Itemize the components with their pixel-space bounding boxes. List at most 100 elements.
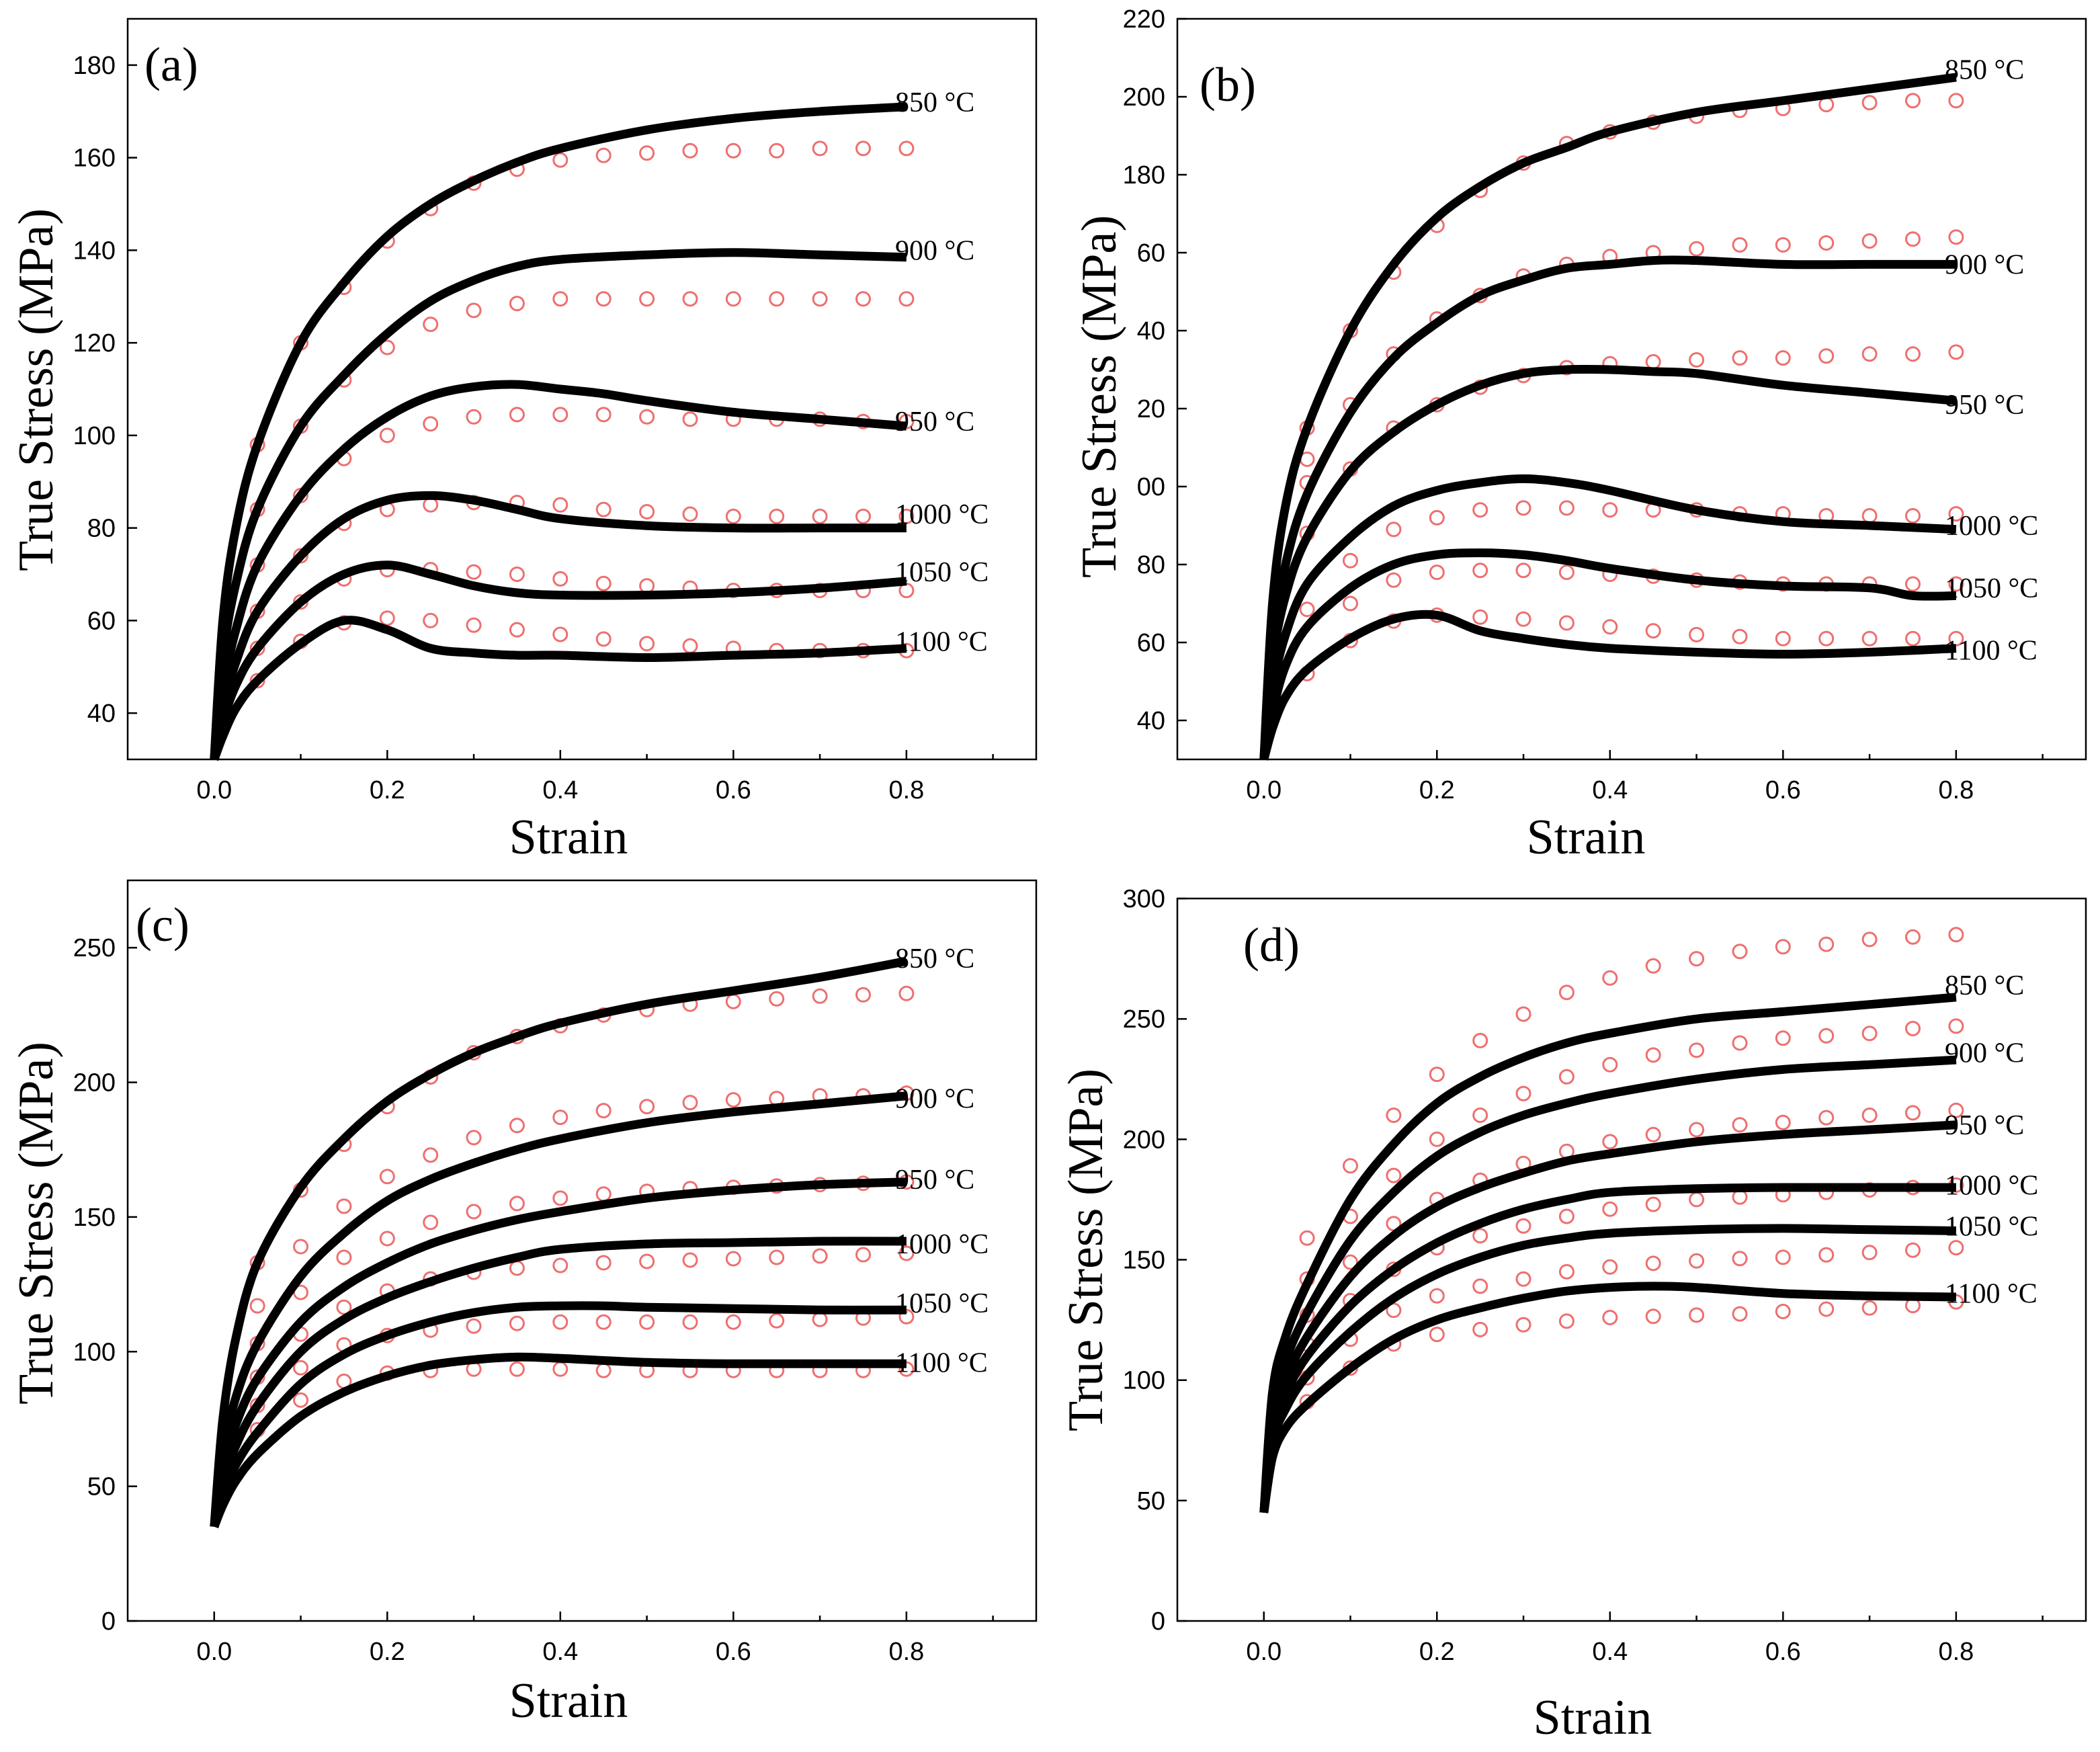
predicted-point [1429, 509, 1445, 526]
experimental-curve [210, 560, 907, 761]
temperature-labels: 850 °C 900 °C 950 °C 1000 °C 1050 °C 1100 °C [895, 944, 989, 1378]
temperature-label: 950 °C [895, 1165, 974, 1196]
temperature-label: 1100 °C [1945, 1279, 2038, 1310]
plot-frame [126, 879, 1038, 1622]
predicted-point [1818, 630, 1835, 646]
predicted-point [1386, 1167, 1402, 1183]
y-tick-label: 140 [73, 237, 116, 265]
predicted-point [639, 409, 655, 425]
predicted-point [1558, 500, 1574, 516]
predicted-point [509, 1118, 525, 1134]
predicted-point [1905, 630, 1921, 646]
predicted-point [682, 411, 698, 427]
y-tick-label: 250 [1123, 1005, 1165, 1034]
predicted-point [1645, 623, 1661, 639]
temperature-labels: 850 °C 900 °C 950 °C 1000 °C 1050 °C 1100 °C [1945, 970, 2038, 1310]
x-tick-label: 0.2 [1419, 1638, 1455, 1666]
panel-c: (c) Strain True Stress (MPa) 0.0 0.2 0.4 0.… [9, 879, 1038, 1728]
predicted-point [1645, 1255, 1661, 1271]
temperature-label: 850 °C [1945, 54, 2024, 85]
experimental-curves [1259, 73, 1957, 761]
y-axis-title: True Stress (MPa) [1058, 1069, 1114, 1431]
predicted-point [1515, 562, 1531, 579]
predicted-point [552, 626, 569, 642]
x-tick-label: 0.4 [542, 776, 578, 804]
experimental-curve [1259, 1224, 1956, 1513]
predicted-point [639, 291, 655, 307]
predicted-point [1905, 231, 1921, 247]
experimental-curve [210, 1091, 907, 1528]
predicted-point [725, 1251, 741, 1267]
predicted-point [595, 1103, 612, 1119]
predicted-point [466, 1318, 482, 1334]
predicted-point [1645, 958, 1661, 974]
predicted-point [1343, 595, 1358, 612]
predicted-point [1732, 1306, 1748, 1322]
predicted-point [423, 1214, 439, 1230]
y-tick-label: 50 [87, 1473, 116, 1501]
predicted-point [812, 291, 828, 307]
y-tick-label: 150 [1123, 1247, 1165, 1275]
predicted-point [1905, 508, 1921, 524]
experimental-curve [210, 380, 907, 760]
predicted-point [1732, 237, 1748, 253]
predicted-point [1602, 970, 1618, 986]
predicted-point [898, 140, 915, 157]
predicted-point [1689, 1307, 1705, 1323]
y-tick-label: 100 [73, 422, 116, 450]
x-tick-label: 0.0 [196, 776, 232, 804]
predicted-point [1905, 1021, 1921, 1036]
y-tick-label: 50 [1137, 1487, 1165, 1515]
experimental-curve [210, 956, 908, 1528]
y-tick-label: 0 [101, 1608, 116, 1636]
temperature-label: 1050 °C [895, 1288, 989, 1319]
predicted-point [855, 291, 871, 307]
temperature-label: 1050 °C [895, 557, 989, 588]
predicted-point [639, 1253, 655, 1269]
predicted-point [552, 1314, 569, 1330]
predicted-point [1775, 1114, 1791, 1130]
predicted-point [509, 622, 525, 638]
predicted-point [1515, 1317, 1531, 1333]
predicted-point [379, 1169, 395, 1185]
predicted-point [1905, 346, 1921, 362]
experimental-curve [1259, 610, 1957, 761]
experimental-curve [1259, 1055, 1957, 1513]
y-tick-label: 20 [1137, 395, 1165, 423]
x-axis-title: Strain [509, 1673, 628, 1728]
predicted-point [1948, 927, 1964, 943]
predicted-point [509, 407, 525, 423]
predicted-point [1472, 1032, 1488, 1048]
predicted-point [552, 571, 569, 587]
predicted-point [336, 1249, 352, 1265]
predicted-point [898, 291, 915, 307]
predicted-point [1472, 562, 1488, 579]
predicted-point [1905, 576, 1921, 592]
experimental-curve [1259, 474, 1957, 760]
x-tick-label: 0.2 [370, 776, 405, 804]
predicted-point [1602, 1259, 1618, 1275]
y-tick-label: 60 [1137, 239, 1165, 267]
panel-b: (b) Strain True Stress (MPa) 0.0 0.2 0.4 0.… [1072, 5, 2087, 865]
predicted-point [1558, 1208, 1574, 1224]
predicted-point [682, 1252, 698, 1268]
predicted-point [682, 291, 698, 307]
predicted-point [552, 1110, 569, 1126]
predicted-point [595, 1314, 612, 1330]
predicted-point [1386, 522, 1402, 538]
temperature-label: 950 °C [895, 407, 974, 437]
predicted-point [1472, 1108, 1488, 1123]
temperature-label: 1000 °C [895, 499, 989, 530]
predicted-point [1948, 1018, 1964, 1034]
predicted-point [1299, 1230, 1315, 1246]
predicted-point [898, 985, 915, 1001]
predicted-point [855, 987, 871, 1003]
predicted-point [1861, 931, 1878, 948]
predicted-point [1948, 344, 1964, 360]
predicted-point [379, 427, 395, 444]
y-axis-title: True Stress (MPa) [9, 208, 64, 571]
predicted-point [682, 1095, 698, 1111]
predicted-point [466, 302, 482, 319]
predicted-point [1948, 93, 1964, 109]
predicted-point [1861, 1108, 1878, 1123]
